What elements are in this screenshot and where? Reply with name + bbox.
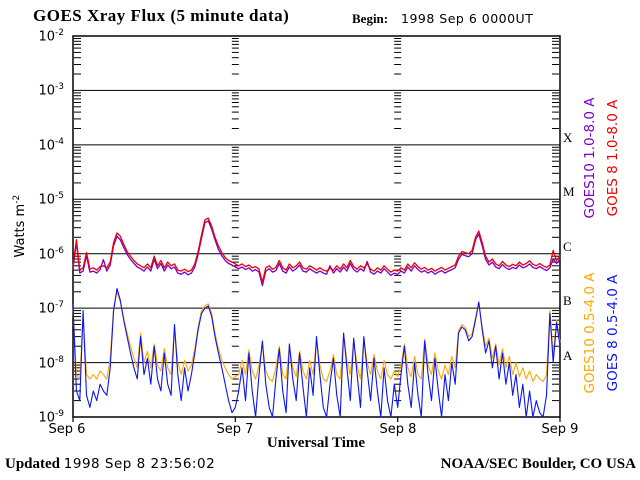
x-tick-label-sep-8: Sep 8: [379, 422, 417, 437]
flux-class-a: A: [563, 348, 573, 363]
legend-goes-8-0.5-4.0-a: GOES 8 0.5-4.0 A: [605, 274, 621, 391]
legend-goes-8-1.0-8.0-a: GOES 8 1.0-8.0 A: [605, 99, 621, 216]
series-goes-8-1.0-8.0-a: [72, 217, 561, 283]
updated-value: 1998 Sep 8 23:56:02: [63, 456, 216, 472]
legend-goes10-0.5-4.0-a: GOES10 0.5-4.0 A: [582, 272, 598, 394]
x-axis-title: Universal Time: [266, 435, 366, 451]
y-tick-label-1e-4: 10-4: [38, 137, 64, 154]
updated-label: Updated: [5, 456, 61, 472]
flux-class-c: C: [563, 239, 572, 254]
plot-frame: [72, 35, 561, 418]
begin-label: Begin:: [352, 11, 389, 26]
y-tick-label-1e-8: 10-8: [38, 355, 64, 372]
y-axis-title: Watts m-2: [11, 194, 29, 258]
y-tick-label-1e-2: 10-2: [38, 28, 64, 45]
credit-text: NOAA/SEC Boulder, CO USA: [440, 456, 636, 472]
y-tick-label-1e-7: 10-7: [38, 300, 64, 317]
page-title: GOES Xray Flux (5 minute data): [33, 6, 290, 25]
flux-class-m: M: [563, 184, 575, 199]
x-tick-label-sep-7: Sep 7: [216, 422, 254, 437]
legend-goes10-1.0-8.0-a: GOES10 1.0-8.0 A: [582, 97, 598, 219]
y-tick-label-1e-9: 10-9: [38, 409, 64, 426]
y-tick-label-1e-3: 10-3: [38, 82, 64, 99]
y-tick-label-1e-5: 10-5: [38, 191, 64, 208]
y-tick-label-1e-6: 10-6: [38, 246, 64, 263]
flux-class-x: X: [563, 130, 573, 145]
x-tick-label-sep-6: Sep 6: [48, 422, 86, 437]
series-goes-8-0.5-4.0-a: [72, 287, 561, 418]
flux-class-b: B: [563, 293, 572, 308]
x-tick-label-sep-9: Sep 9: [541, 422, 579, 437]
updated-timestamp: Updated 1998 Sep 8 23:56:02: [5, 456, 215, 473]
series-goes10-1.0-8.0-a: [72, 220, 561, 287]
begin-value: 1998 Sep 6 0000UT: [401, 11, 534, 26]
